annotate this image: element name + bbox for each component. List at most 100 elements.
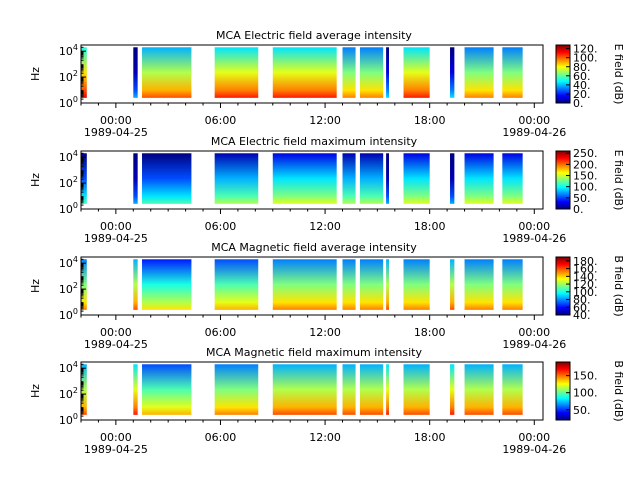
plot-frame (80, 256, 544, 316)
x-date-label: 1989-04-26 (502, 232, 566, 245)
data-segment (450, 259, 455, 310)
x-tick-label: 00:00 (100, 220, 132, 233)
data-segment (272, 153, 337, 204)
data-segment (464, 364, 494, 415)
data-segment (502, 259, 523, 310)
data-segment (142, 153, 192, 204)
data-segment (464, 153, 494, 204)
data-segment (214, 259, 259, 310)
plot-frame (80, 361, 544, 421)
data-segment (342, 47, 356, 98)
data-segment (133, 364, 138, 415)
x-tick-label: 12:00 (309, 114, 341, 127)
y-tick-label: 104 (59, 360, 78, 375)
y-tick-label: 102 (59, 69, 78, 84)
y-tick-label: 102 (59, 386, 78, 401)
data-segment (81, 364, 87, 415)
x-tick-label: 18:00 (414, 114, 446, 127)
data-segment (142, 47, 192, 98)
y-tick-label: 100 (59, 201, 78, 216)
data-segment (142, 364, 192, 415)
colorbar-tick-label: 120. (573, 43, 598, 56)
colorbar-tick-label: 140. (573, 270, 598, 283)
data-segment (450, 153, 455, 204)
y-tick-label: 100 (59, 95, 78, 110)
data-segment (81, 153, 87, 204)
x-date-label: 1989-04-25 (84, 443, 148, 456)
y-tick-label: 102 (59, 281, 78, 296)
x-tick-label: 00:00 (518, 326, 550, 339)
x-tick-label: 00:00 (100, 114, 132, 127)
data-segment (502, 364, 523, 415)
data-segment (342, 364, 356, 415)
x-tick-label: 00:00 (518, 431, 550, 444)
data-segment (272, 364, 337, 415)
plot-frame (80, 150, 544, 210)
y-axis-label: Hz (29, 173, 42, 187)
data-segment (450, 364, 455, 415)
x-tick-label: 00:00 (518, 114, 550, 127)
data-segment (214, 153, 259, 204)
x-tick-label: 00:00 (518, 220, 550, 233)
x-tick-label: 06:00 (205, 114, 237, 127)
colorbar-gradient (555, 44, 571, 104)
data-segment (133, 259, 138, 310)
colorbar-tick-label: 200. (573, 158, 598, 171)
spectrogram-panel-2: MCA Electric field maximum intensity 100 1… (29, 135, 566, 245)
data-segment (403, 153, 430, 204)
colorbar-tick-label: 100. (573, 52, 598, 65)
colorbar-tick-label: 40. (573, 309, 591, 322)
spectrogram-panel-4: MCA Magnetic field maximum intensity 100 1… (29, 346, 566, 456)
x-date-label: 1989-04-26 (502, 443, 566, 456)
colorbar-tick-label: 160. (573, 263, 598, 276)
colorbar-tick-label: 20. (573, 88, 591, 101)
data-segment (214, 47, 259, 98)
colorbar-tick-label: 60. (573, 70, 591, 83)
colorbar-tick-label: 100. (573, 387, 598, 400)
data-segment (464, 47, 494, 98)
data-segment (214, 364, 259, 415)
y-tick-label: 102 (59, 175, 78, 190)
x-tick-label: 06:00 (205, 326, 237, 339)
colorbar-3: 40.60.80.100.120.140.160.180. B field (dB… (555, 255, 625, 322)
colorbar-4: 50. 100. 150. B field (dB) (555, 360, 625, 422)
y-tick-label: 104 (59, 255, 78, 270)
data-segment (502, 47, 523, 98)
colorbar-tick-label: 180. (573, 255, 598, 268)
colorbar-tick-label: 80. (573, 294, 591, 307)
data-segment (359, 364, 384, 415)
y-axis-label: Hz (29, 384, 42, 398)
colorbar-tick-label: 50. (573, 404, 591, 417)
data-segment (342, 153, 356, 204)
colorbar-tick-label: 250. (573, 147, 598, 160)
x-date-label: 1989-04-25 (84, 232, 148, 245)
plot-frame (80, 44, 544, 104)
colorbar-tick-label: 100. (573, 286, 598, 299)
colorbar-2: 0.50.100.150.200.250. E field (dB) (555, 147, 625, 216)
x-date-label: 1989-04-26 (502, 126, 566, 139)
y-tick-label: 100 (59, 412, 78, 427)
data-segment (133, 47, 138, 98)
x-tick-label: 06:00 (205, 220, 237, 233)
colorbar-label: E field (dB) (612, 44, 625, 105)
x-tick-label: 00:00 (100, 326, 132, 339)
panel-title: MCA Magnetic field maximum intensity (206, 346, 422, 359)
x-date-label: 1989-04-25 (84, 126, 148, 139)
colorbar-gradient (555, 361, 571, 421)
y-axis-label: Hz (29, 67, 42, 81)
data-segment (386, 153, 389, 204)
colorbar-tick-label: 50. (573, 192, 591, 205)
colorbar-tick-label: 100. (573, 181, 598, 194)
x-date-label: 1989-04-25 (84, 338, 148, 351)
data-segment (359, 259, 384, 310)
x-tick-label: 06:00 (205, 431, 237, 444)
colorbar-label: B field (dB) (612, 255, 625, 316)
spectrogram-panel-1: MCA Electric field average intensity 100 1… (29, 29, 566, 139)
colorbar-tick-label: 0. (573, 97, 584, 110)
x-tick-label: 12:00 (309, 220, 341, 233)
colorbar-gradient (555, 150, 571, 210)
colorbar-label: B field (dB) (612, 360, 625, 421)
x-tick-label: 12:00 (309, 326, 341, 339)
y-axis-label: Hz (29, 279, 42, 293)
